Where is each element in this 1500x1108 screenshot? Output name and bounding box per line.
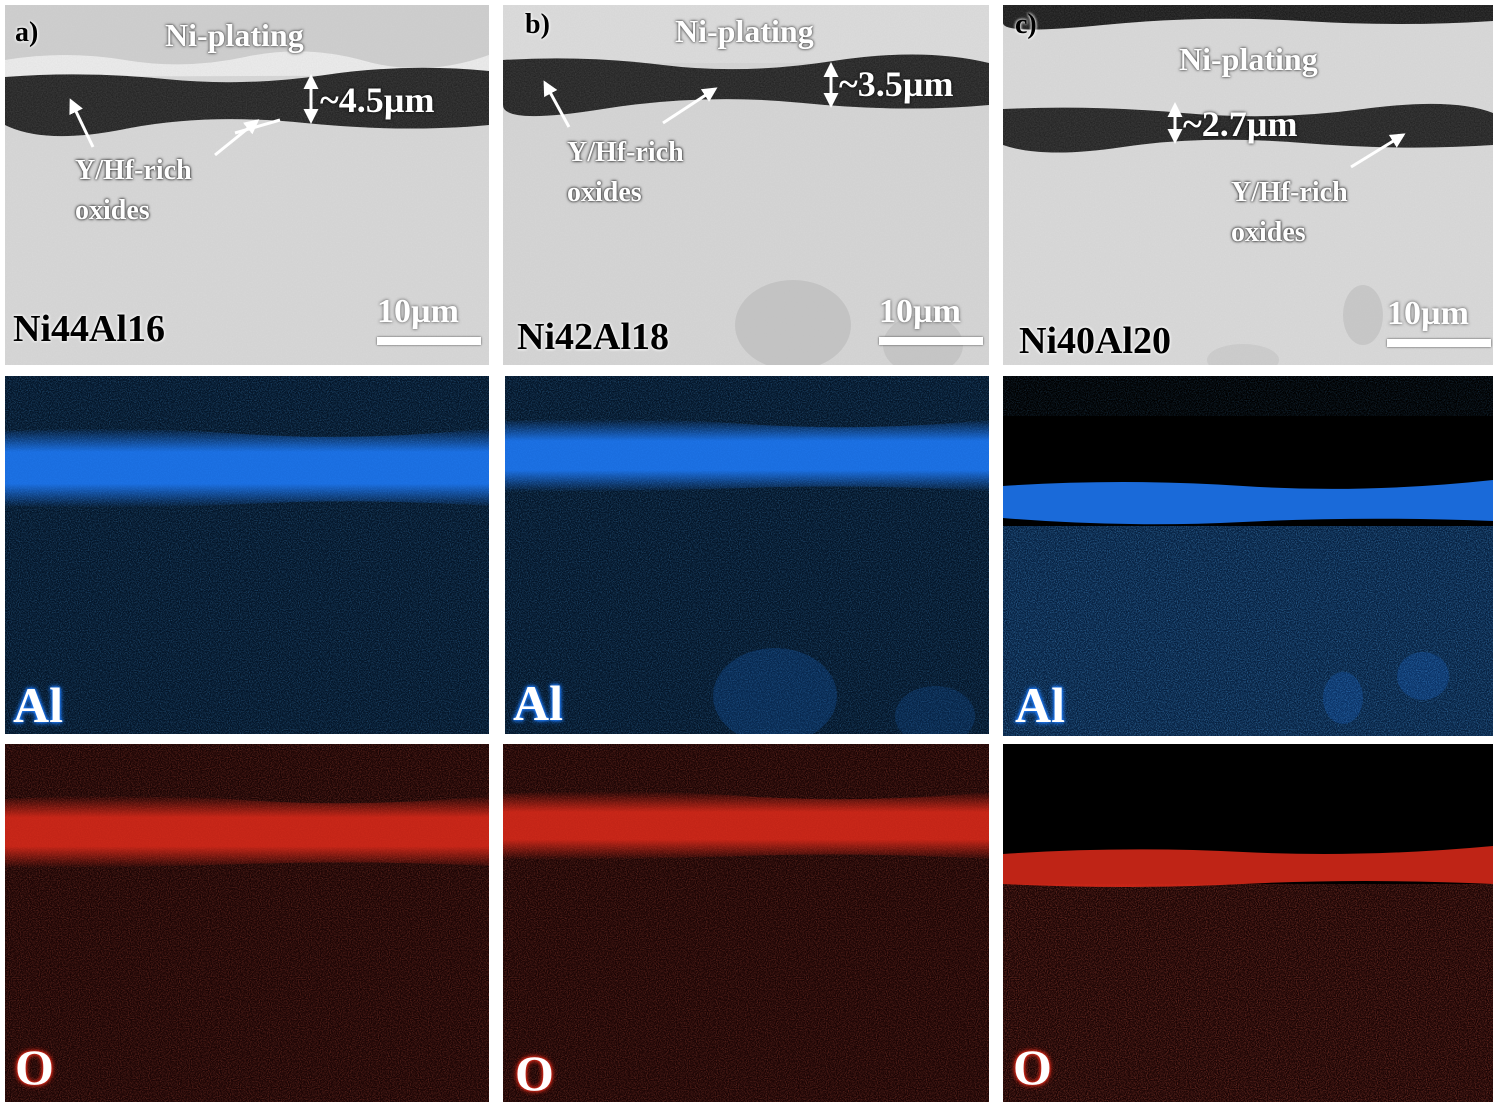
sem-image-b xyxy=(503,5,989,365)
o-element-label: O xyxy=(15,1039,54,1095)
sem-arrows-a xyxy=(69,74,319,157)
oxide-label-line1: Y/Hf-rich xyxy=(567,137,684,168)
panel-letter: a) xyxy=(15,17,39,48)
o-map-image-c xyxy=(1003,744,1493,1102)
o-map-b: O xyxy=(503,744,989,1102)
al-map-image-c xyxy=(1003,376,1493,736)
o-map-image-b xyxy=(503,744,989,1102)
thickness-label: ~3.5µm xyxy=(839,64,954,104)
thickness-label: ~2.7µm xyxy=(1183,104,1298,144)
arrow-icon xyxy=(1350,133,1406,169)
scale-label: 10µm xyxy=(1387,295,1469,332)
al-map-c: Al xyxy=(1003,376,1493,736)
arrow-icon xyxy=(543,80,571,128)
sem-panel-b: b) Ni-plating ~3.5µm Y/Hf-rich oxides Ni… xyxy=(503,5,989,365)
scale-label: 10µm xyxy=(879,293,961,330)
sem-image-c xyxy=(1003,5,1493,365)
oxide-label-line2: oxides xyxy=(75,195,150,226)
o-element-label: O xyxy=(515,1045,554,1101)
al-element-label: Al xyxy=(1015,677,1065,733)
arrow-icon xyxy=(662,87,718,125)
al-element-label: Al xyxy=(13,677,63,733)
sem-arrows-c xyxy=(1167,102,1406,169)
sem-panel-c: c) Ni-plating ~2.7µm Y/Hf-rich oxides Ni… xyxy=(1003,5,1493,365)
plating-label: Ni-plating xyxy=(165,17,304,53)
panel-letter: b) xyxy=(525,9,550,40)
scale-bar xyxy=(1387,339,1491,347)
plating-label: Ni-plating xyxy=(1179,41,1318,77)
al-map-image-a xyxy=(5,376,489,734)
plating-label: Ni-plating xyxy=(675,13,814,49)
o-map-a: O xyxy=(5,744,489,1102)
sem-panel-a: a) Ni-plating ~4.5µm Y/Hf-rich oxides Ni… xyxy=(5,5,489,365)
scale-bar xyxy=(377,337,481,345)
alloy-label: Ni42Al18 xyxy=(517,316,669,358)
o-element-label: O xyxy=(1013,1039,1052,1095)
al-map-image-b xyxy=(505,376,989,734)
o-map-image-a xyxy=(5,744,489,1102)
arrow-icon xyxy=(214,119,260,157)
al-map-a: Al xyxy=(5,376,489,734)
oxide-label-line1: Y/Hf-rich xyxy=(75,155,192,186)
al-element-label: Al xyxy=(513,675,563,731)
o-map-c: O xyxy=(1003,744,1493,1102)
scale-bar xyxy=(879,337,983,345)
arrow-icon xyxy=(69,98,95,148)
oxide-label-line2: oxides xyxy=(1231,217,1306,248)
panel-letter: c) xyxy=(1015,9,1037,40)
oxide-label-line2: oxides xyxy=(567,177,642,208)
sem-image-a xyxy=(5,5,489,365)
alloy-label: Ni44Al16 xyxy=(13,308,165,350)
sem-arrows-b xyxy=(543,62,839,128)
thickness-label: ~4.5µm xyxy=(320,80,435,120)
oxide-label-line1: Y/Hf-rich xyxy=(1231,177,1348,208)
alloy-label: Ni40Al20 xyxy=(1019,320,1171,362)
scale-label: 10µm xyxy=(377,293,459,330)
al-map-b: Al xyxy=(505,376,989,734)
